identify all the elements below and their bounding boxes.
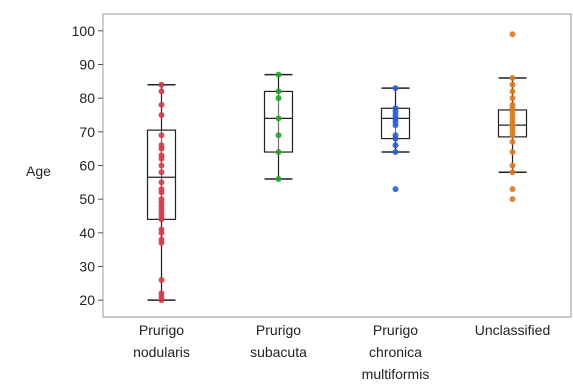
data-point — [509, 31, 516, 38]
data-point — [509, 186, 516, 193]
x-category-label: Prurigo chronica multiformis — [362, 322, 430, 382]
data-point — [158, 152, 165, 159]
y-tick-label: 100 — [72, 23, 96, 39]
data-point — [392, 105, 399, 112]
y-tick-label: 40 — [79, 225, 95, 241]
data-point — [158, 101, 165, 108]
data-point — [158, 236, 165, 243]
data-point — [392, 132, 399, 139]
data-point — [509, 81, 516, 88]
data-point — [158, 226, 165, 233]
data-point — [275, 95, 282, 102]
x-axis: Prurigo nodularis Prurigo subacuta Prurigo ch… — [133, 322, 550, 382]
data-point — [509, 196, 516, 203]
data-point — [158, 162, 165, 169]
y-tick-label: 20 — [79, 292, 95, 308]
data-point — [275, 175, 282, 182]
box-group — [263, 71, 294, 182]
y-axis: 20 30 40 50 60 70 80 90 100 — [72, 23, 103, 308]
data-point — [158, 276, 165, 283]
data-point — [392, 149, 399, 156]
data-point — [509, 162, 516, 169]
data-point — [158, 169, 165, 176]
data-point — [392, 85, 399, 92]
data-point — [392, 186, 399, 193]
data-point — [158, 142, 165, 149]
data-point — [158, 132, 165, 139]
x-category-label: Unclassified — [475, 322, 550, 338]
data-point — [158, 290, 165, 297]
y-tick-label: 30 — [79, 259, 95, 275]
y-tick-label: 60 — [79, 158, 95, 174]
data-point — [509, 169, 516, 176]
data-point — [275, 149, 282, 156]
data-point — [275, 115, 282, 122]
data-point — [509, 95, 516, 102]
data-point — [158, 186, 165, 193]
data-point — [275, 88, 282, 95]
y-tick-label: 90 — [79, 57, 95, 73]
data-point — [509, 138, 516, 145]
box-group — [497, 31, 528, 203]
box-group — [146, 81, 177, 304]
data-point — [509, 74, 516, 81]
data-point — [158, 196, 165, 203]
y-tick-label: 50 — [79, 191, 95, 207]
box-group — [380, 85, 411, 193]
data-point — [275, 71, 282, 78]
data-point — [158, 81, 165, 88]
x-category-label: Prurigo nodularis — [133, 322, 190, 360]
data-point — [509, 149, 516, 156]
data-point — [509, 101, 516, 108]
data-point — [509, 88, 516, 95]
x-category-label: Prurigo subacuta — [250, 322, 307, 360]
y-tick-label: 80 — [79, 90, 95, 106]
y-axis-title: Age — [26, 163, 51, 179]
data-point — [158, 112, 165, 118]
data-point — [392, 142, 399, 149]
data-point — [275, 132, 282, 139]
plot-area — [102, 13, 572, 318]
data-point — [158, 179, 165, 186]
box-groups — [146, 31, 528, 304]
y-tick-label: 70 — [79, 124, 95, 140]
data-point — [158, 88, 165, 95]
